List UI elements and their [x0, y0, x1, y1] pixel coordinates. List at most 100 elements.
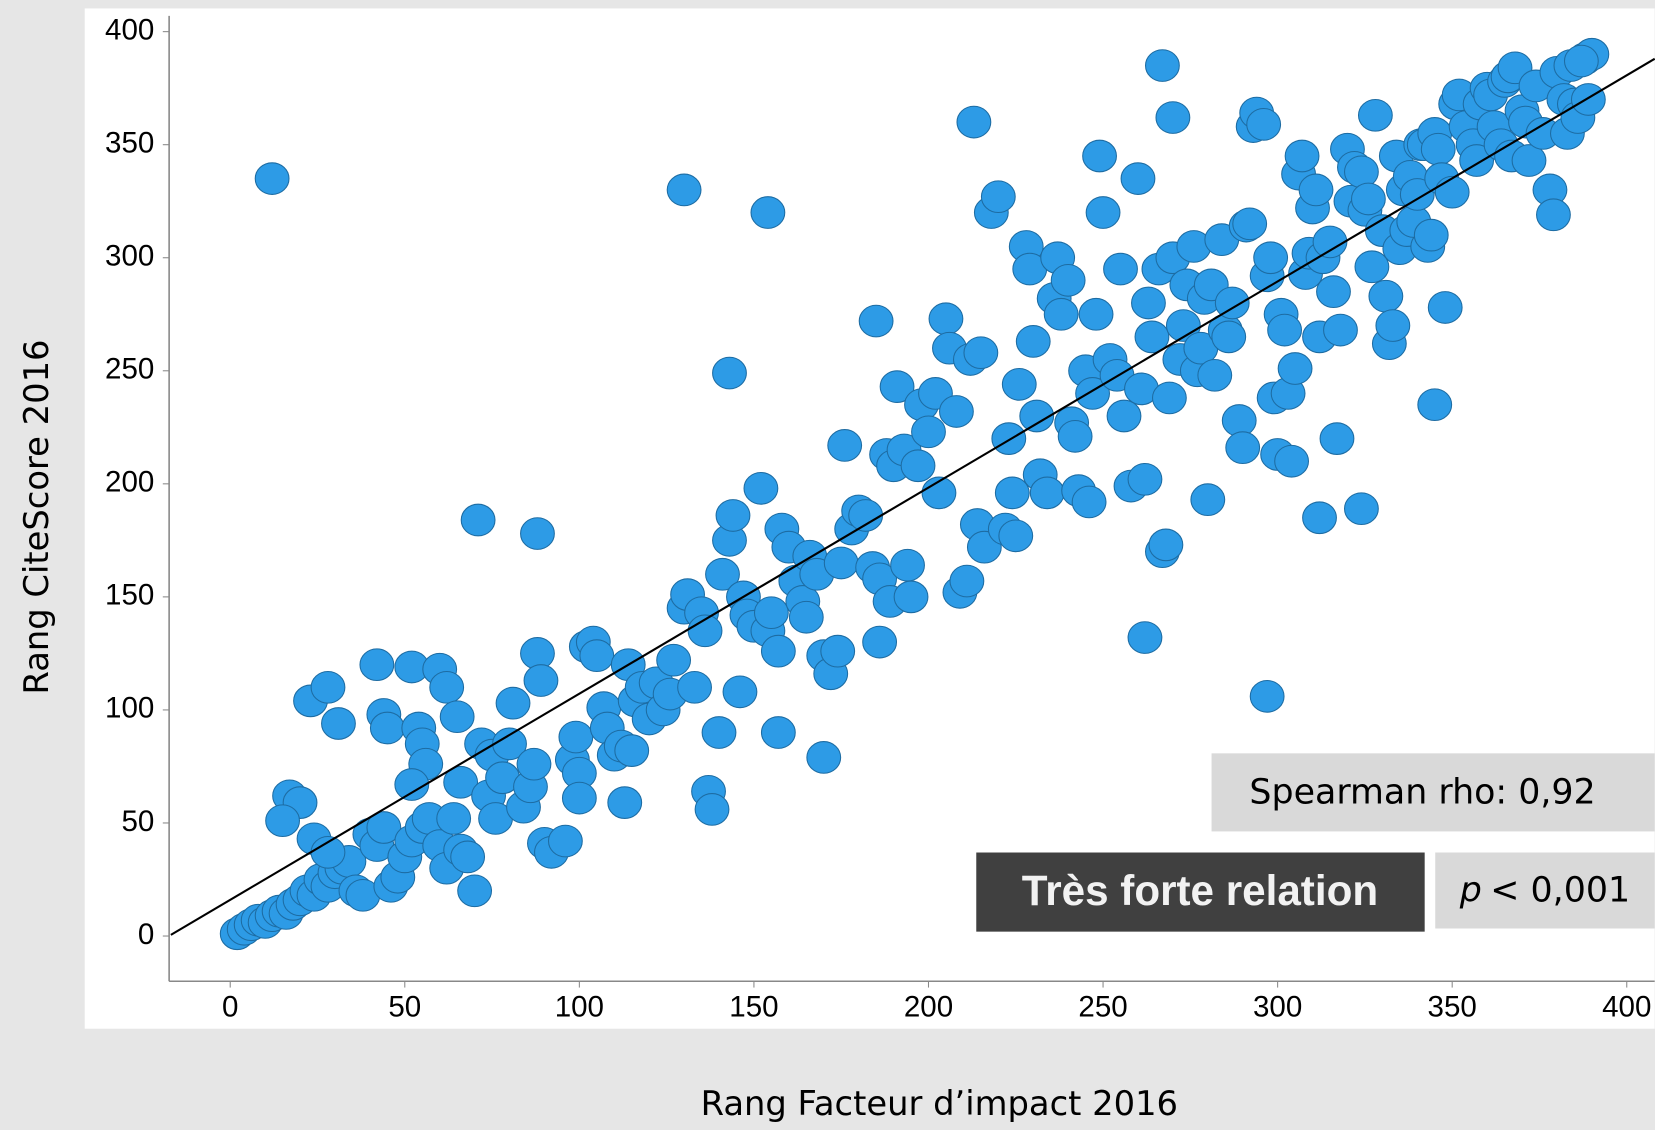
- point: [394, 768, 430, 801]
- point: [1197, 358, 1233, 392]
- x-tick-label: 300: [1253, 990, 1302, 1023]
- point: [712, 356, 747, 390]
- x-axis-label: Rang Facteur d’impact 2016: [701, 1084, 1178, 1123]
- point: [1015, 325, 1051, 358]
- point: [1221, 404, 1257, 437]
- point: [939, 395, 974, 428]
- spearman-box: [1211, 753, 1655, 832]
- point: [607, 786, 643, 819]
- x-tick-label: 200: [904, 990, 953, 1023]
- x-tick-label: 400: [1602, 990, 1651, 1023]
- point: [1211, 320, 1247, 354]
- relation-label: Très forte relation: [1022, 867, 1378, 914]
- point: [900, 449, 936, 483]
- p-value-text: < 0,001: [1490, 871, 1630, 911]
- point: [694, 793, 730, 826]
- point: [994, 476, 1030, 510]
- point: [439, 700, 475, 734]
- y-tick-label: 200: [105, 466, 154, 499]
- y-tick-label: 50: [121, 805, 154, 838]
- point: [1001, 367, 1037, 401]
- y-tick-label: 350: [105, 126, 154, 159]
- point: [1277, 352, 1313, 385]
- point: [722, 675, 758, 709]
- point: [558, 720, 594, 754]
- point: [760, 716, 796, 749]
- point: [1357, 98, 1393, 132]
- point: [1316, 275, 1351, 309]
- point: [848, 499, 884, 532]
- x-tick-label: 0: [222, 990, 238, 1023]
- point: [1344, 492, 1379, 526]
- point: [1302, 501, 1337, 535]
- point: [436, 802, 472, 835]
- point: [750, 196, 786, 229]
- point: [1085, 196, 1121, 229]
- point: [858, 304, 894, 338]
- point: [820, 634, 856, 668]
- point: [998, 519, 1034, 553]
- point: [1246, 107, 1282, 141]
- point: [963, 336, 999, 370]
- point: [1413, 218, 1449, 252]
- p-symbol: p: [1459, 871, 1482, 911]
- point: [1312, 225, 1348, 259]
- point: [677, 670, 712, 704]
- point: [1274, 444, 1309, 478]
- point: [1134, 320, 1170, 354]
- point: [705, 557, 740, 591]
- point: [1232, 207, 1268, 241]
- point: [579, 639, 615, 673]
- x-tick-label: 50: [388, 990, 421, 1023]
- point: [1350, 182, 1386, 216]
- point: [753, 596, 789, 630]
- point: [369, 711, 405, 745]
- point: [450, 840, 486, 874]
- point: [520, 517, 555, 550]
- point: [457, 874, 493, 908]
- point: [980, 180, 1016, 214]
- point: [1103, 252, 1138, 286]
- point: [788, 600, 824, 634]
- point: [516, 747, 552, 781]
- point: [1071, 485, 1107, 519]
- point: [1225, 431, 1261, 465]
- point: [429, 670, 465, 704]
- point: [1151, 381, 1187, 415]
- y-tick-label: 300: [105, 240, 154, 273]
- point: [1057, 420, 1093, 453]
- point: [495, 686, 531, 720]
- p-box: [1435, 852, 1655, 929]
- point: [1323, 313, 1358, 347]
- point: [1253, 241, 1289, 275]
- point: [523, 664, 559, 697]
- point: [666, 173, 702, 207]
- point: [715, 499, 751, 532]
- y-tick-label: 250: [105, 353, 154, 386]
- point: [1214, 286, 1250, 320]
- point: [1267, 313, 1303, 347]
- point: [443, 765, 479, 799]
- point: [1148, 528, 1184, 562]
- point: [1319, 422, 1355, 455]
- point: [1354, 250, 1390, 284]
- point: [1375, 309, 1411, 342]
- point: [701, 716, 737, 749]
- point: [1570, 83, 1606, 116]
- point: [1145, 49, 1180, 82]
- point: [1120, 162, 1156, 195]
- point: [911, 415, 946, 449]
- point: [1298, 173, 1334, 207]
- point: [1344, 155, 1379, 189]
- y-axis-label: Rang CiteScore 2016: [17, 339, 56, 694]
- point: [1190, 483, 1226, 517]
- point: [366, 811, 402, 844]
- point: [1155, 101, 1191, 134]
- point: [254, 162, 290, 195]
- y-tick-label: 0: [138, 918, 154, 951]
- y-tick-label: 400: [105, 13, 154, 46]
- point: [1536, 198, 1571, 232]
- point: [1082, 139, 1117, 173]
- point: [743, 472, 779, 505]
